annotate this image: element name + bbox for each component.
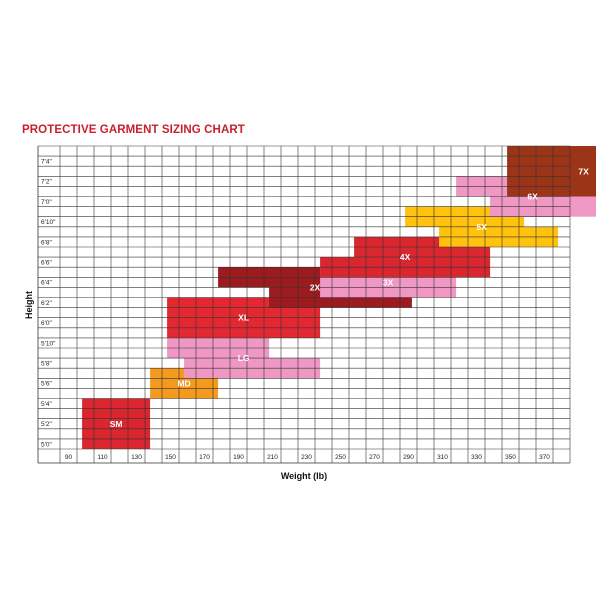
x-tick-label: 230 (301, 454, 312, 461)
y-tick-label: 6'10" (41, 219, 56, 226)
y-tick-label: 7'0" (41, 199, 52, 206)
y-tick-label: 5'8" (41, 360, 52, 367)
y-tick-label: 6'8" (41, 239, 52, 246)
y-axis-label: Height (24, 291, 34, 319)
y-tick-label: 6'0" (41, 320, 52, 327)
y-tick-label: 5'4" (41, 401, 52, 408)
x-tick-label: 350 (505, 454, 516, 461)
x-tick-label: 310 (437, 454, 448, 461)
size-label-xl: XL (238, 313, 249, 323)
chart-title: PROTECTIVE GARMENT SIZING CHART (22, 124, 245, 136)
size-label-6x: 6X (527, 192, 538, 202)
x-tick-label: 170 (199, 454, 210, 461)
x-tick-label: 190 (233, 454, 244, 461)
size-label-7x: 7X (578, 166, 589, 176)
y-tick-label: 5'6" (41, 381, 52, 388)
y-tick-label: 6'6" (41, 259, 52, 266)
y-tick-label: 5'2" (41, 421, 52, 428)
y-tick-label: 5'0" (41, 441, 52, 448)
x-tick-label: 110 (97, 454, 108, 461)
x-axis-label: Weight (lb) (281, 471, 327, 481)
size-label-lg: LG (238, 353, 250, 363)
size-label-4x: 4X (400, 252, 411, 262)
axis-ticks: 5'0" 5'2" 5'4" 5'6" 5'8" 5'10" 6'0" 6'2" 6'4" 6'6… (41, 158, 550, 461)
x-tick-label: 90 (65, 454, 73, 461)
x-tick-label: 270 (369, 454, 380, 461)
x-tick-label: 150 (165, 454, 176, 461)
size-label-5x: 5X (476, 222, 487, 232)
size-label-md: MD (177, 378, 190, 388)
size-label-sm: SM (110, 419, 123, 429)
y-tick-label: 6'4" (41, 280, 52, 287)
x-tick-label: 250 (335, 454, 346, 461)
x-tick-label: 130 (131, 454, 142, 461)
x-tick-label: 370 (539, 454, 550, 461)
x-tick-label: 290 (403, 454, 414, 461)
size-block-sm-1 (82, 398, 151, 449)
y-tick-label: 5'10" (41, 340, 56, 347)
size-label-2x: 2X (310, 282, 321, 292)
x-tick-label: 210 (267, 454, 278, 461)
size-block-7x-1 (507, 146, 596, 197)
y-tick-label: 7'2" (41, 179, 52, 186)
y-tick-label: 6'2" (41, 300, 52, 307)
size-labels: SM MD LG XL 2X 3X 4X 5X 6X 7X (110, 166, 589, 429)
x-tick-label: 330 (471, 454, 482, 461)
y-tick-label: 7'4" (41, 158, 52, 165)
chart-grid (37, 145, 571, 464)
size-label-3x: 3X (383, 277, 394, 287)
